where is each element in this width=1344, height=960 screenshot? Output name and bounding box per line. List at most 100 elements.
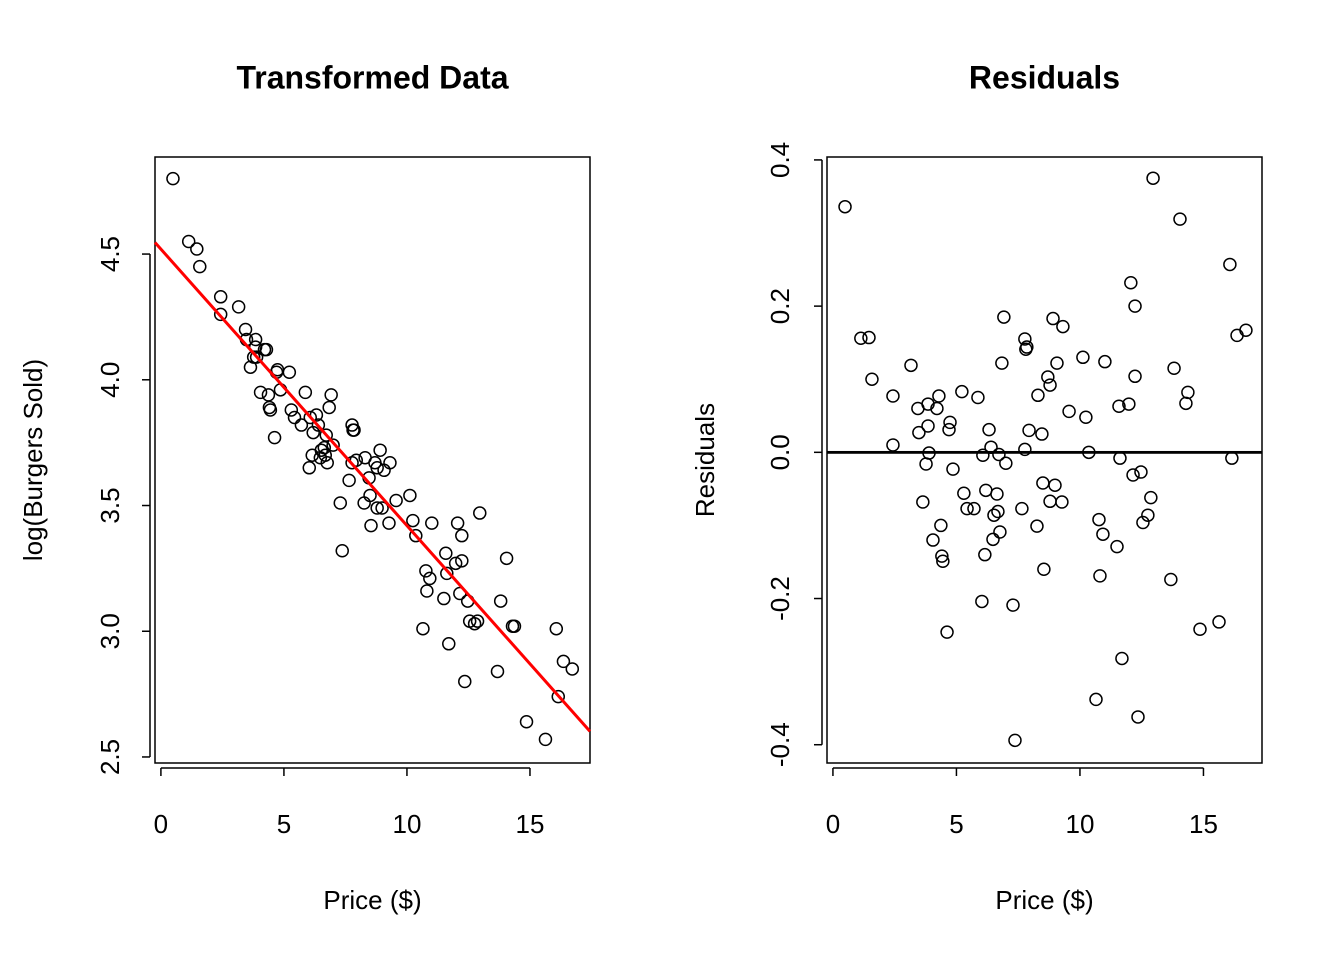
data-point	[1110, 539, 1124, 554]
data-point	[992, 447, 1006, 462]
data-point	[1050, 356, 1064, 370]
data-point	[253, 385, 268, 400]
data-point	[318, 448, 333, 462]
data-point	[986, 532, 1000, 547]
data-point	[442, 637, 456, 651]
data-point	[190, 242, 204, 256]
data-point	[1167, 361, 1181, 376]
chart-title: Residuals	[969, 59, 1120, 95]
y-tick-label: 3.5	[95, 487, 125, 523]
data-point	[439, 546, 453, 561]
y-tick-label: -0.4	[765, 722, 795, 767]
data-point	[317, 440, 332, 455]
data-point	[1031, 388, 1045, 403]
data-point	[1048, 478, 1062, 492]
data-point	[248, 332, 263, 347]
data-point	[936, 554, 950, 568]
plot-box	[154, 156, 591, 764]
data-point	[1036, 476, 1050, 490]
data-point	[886, 438, 900, 452]
data-point	[921, 419, 935, 433]
data-point	[1122, 397, 1136, 411]
data-point	[473, 506, 487, 520]
data-point	[934, 518, 948, 533]
data-point	[1030, 519, 1044, 533]
data-point	[375, 501, 389, 515]
data-point	[284, 403, 299, 417]
data-point	[302, 461, 317, 475]
data-point	[1134, 465, 1148, 479]
data-point	[1035, 427, 1049, 441]
data-point	[960, 501, 974, 516]
data-point	[565, 662, 580, 676]
data-point	[551, 689, 566, 704]
data-point	[1164, 572, 1178, 587]
y-axis-label: Residuals	[690, 403, 720, 517]
data-point	[967, 501, 981, 516]
data-point	[263, 403, 278, 417]
data-point	[193, 259, 207, 274]
data-point	[416, 621, 430, 636]
y-tick-label: -0.2	[765, 576, 795, 621]
data-point	[935, 549, 949, 563]
data-point	[181, 234, 196, 249]
data-point	[1128, 299, 1142, 313]
data-point	[987, 508, 1001, 522]
y-tick-label: 0.4	[765, 142, 795, 178]
data-point	[370, 461, 384, 475]
y-tick-label: 0.2	[765, 288, 795, 324]
data-point	[549, 621, 564, 636]
data-point	[1144, 490, 1158, 505]
data-point	[377, 463, 391, 478]
data-point	[311, 418, 326, 432]
data-point	[1056, 319, 1070, 334]
x-tick-label: 10	[392, 809, 421, 839]
data-point	[1015, 501, 1029, 516]
data-point	[437, 591, 451, 606]
data-point	[507, 619, 522, 633]
data-point	[912, 425, 926, 440]
x-tick-label: 15	[1189, 809, 1218, 839]
data-point	[886, 389, 900, 403]
y-tick-label: 0.0	[765, 434, 795, 470]
data-point	[904, 358, 918, 373]
data-point	[1223, 257, 1237, 272]
y-tick-label: 3.0	[95, 613, 125, 649]
data-point	[921, 397, 935, 411]
data-point	[455, 528, 469, 543]
data-point	[1098, 354, 1112, 369]
data-point	[1093, 569, 1107, 583]
data-point	[1179, 396, 1193, 411]
data-point	[1146, 171, 1160, 185]
data-point	[997, 310, 1011, 324]
x-axis-label: Price ($)	[995, 885, 1093, 915]
data-point	[862, 330, 876, 345]
data-point	[976, 448, 990, 462]
data-point	[382, 516, 396, 530]
data-point	[303, 410, 318, 425]
data-point	[320, 456, 334, 470]
y-tick-label: 4.0	[95, 362, 125, 398]
data-point	[919, 457, 933, 471]
data-point	[1112, 399, 1126, 414]
data-point	[971, 390, 985, 405]
data-point	[1096, 527, 1110, 541]
data-point	[979, 483, 993, 498]
x-tick-label: 15	[516, 809, 545, 839]
data-point	[243, 360, 258, 374]
data-point	[403, 488, 417, 503]
data-point	[333, 496, 348, 510]
data-point	[1055, 495, 1069, 509]
data-point	[1124, 275, 1138, 290]
data-point	[955, 384, 969, 399]
data-point	[1230, 328, 1244, 343]
data-point	[943, 415, 957, 430]
data-point	[990, 487, 1004, 501]
data-point	[1092, 512, 1106, 527]
data-point	[926, 533, 940, 547]
y-tick-label: 4.5	[95, 236, 125, 272]
data-point	[419, 564, 433, 578]
data-point	[1128, 369, 1142, 384]
data-point	[213, 290, 228, 304]
